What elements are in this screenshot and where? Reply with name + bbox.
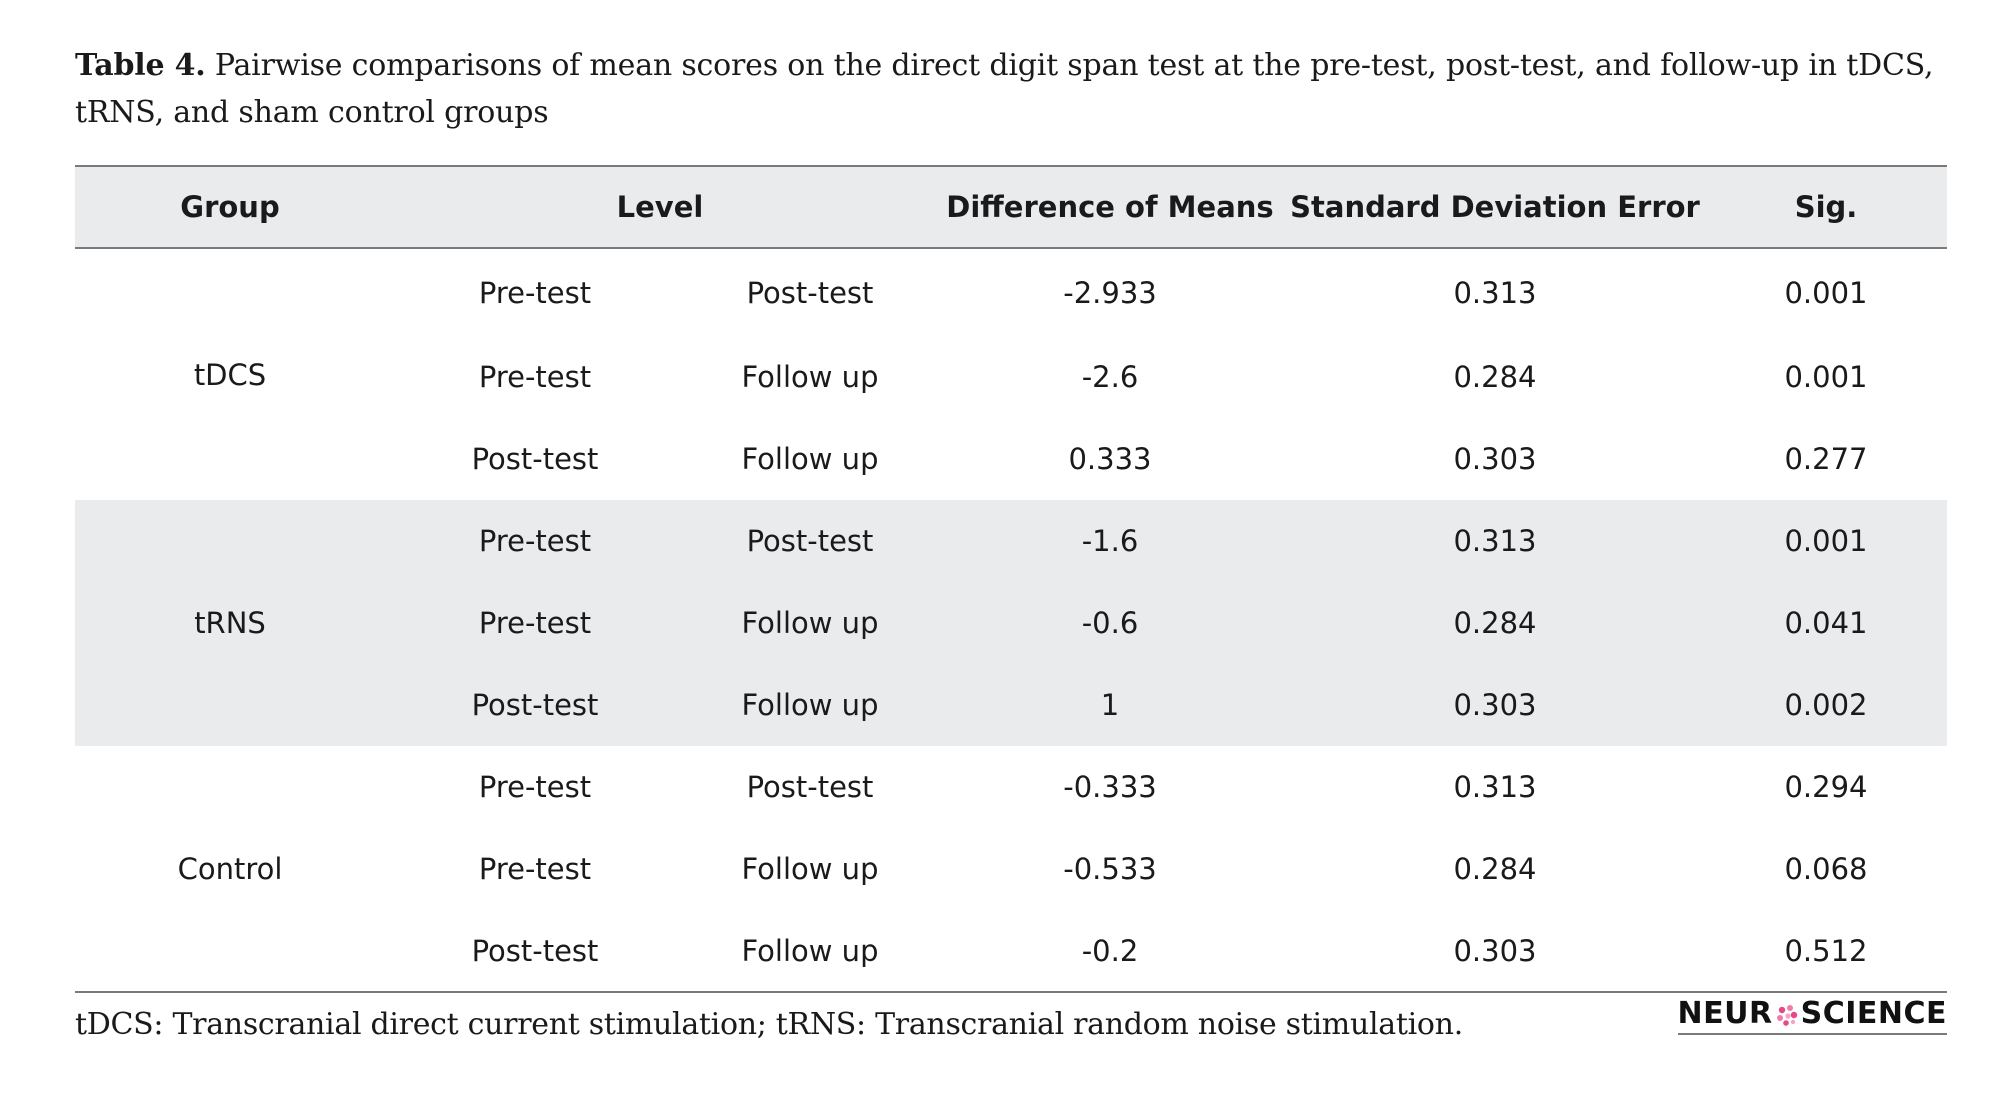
sde-value: 0.303: [1453, 933, 1537, 968]
difference-value: -0.6: [1081, 606, 1139, 640]
table-row: Control Pre-test Post-test -0.333 0.313 …: [75, 746, 1947, 886]
level-b: Follow up: [741, 442, 879, 476]
group-tdcs: tDCS Pre-test Post-test -2.933 0.313 0.0…: [75, 248, 1947, 500]
table-header: Group Level Difference of Means Standard…: [75, 166, 1947, 248]
level-b: Follow up: [741, 688, 879, 722]
difference-value: -0.333: [1063, 770, 1157, 804]
level-a: Pre-test: [478, 606, 592, 640]
table-row: tDCS Pre-test Post-test -2.933 0.313 0.0…: [75, 248, 1947, 392]
difference-value: 0.333: [1068, 442, 1152, 476]
level-a: Pre-test: [478, 524, 592, 558]
logo-text-left: NEUR: [1677, 996, 1773, 1031]
header-row: Group Level Difference of Means Standard…: [75, 166, 1947, 248]
caption-label: Table 4.: [75, 48, 206, 83]
sde-value: 0.303: [1453, 442, 1537, 476]
difference-value: -1.6: [1081, 524, 1139, 558]
sde-value: 0.313: [1453, 524, 1537, 558]
journal-logo: NEUR SCIENCE: [1677, 996, 1947, 1035]
table-caption: Table 4. Pairwise comparisons of mean sc…: [75, 42, 1947, 136]
pairwise-comparison-table: Group Level Difference of Means Standard…: [75, 165, 1947, 993]
sde-value: 0.303: [1453, 688, 1537, 722]
difference-value: -0.2: [1081, 933, 1139, 968]
level-b: Post-test: [746, 770, 874, 804]
header-group: Group: [180, 190, 280, 224]
header-sde: Standard Deviation Error: [1290, 190, 1700, 224]
table-row: Post-test Follow up 0.333 0.303 0.277: [75, 418, 1947, 500]
level-b: Follow up: [741, 360, 879, 394]
group-name: tDCS: [193, 357, 267, 392]
table-row: Pre-test Follow up -2.6 0.284 0.001: [75, 336, 1947, 418]
level-a: Pre-test: [478, 275, 592, 310]
caption-text: Pairwise comparisons of mean scores on t…: [75, 48, 1934, 130]
header-difference: Difference of Means: [946, 190, 1274, 224]
table-footnote: tDCS: Transcranial direct current stimul…: [75, 1007, 1463, 1042]
group-name: Control: [177, 851, 283, 886]
sde-value: 0.313: [1453, 770, 1537, 804]
logo-text-right: SCIENCE: [1800, 996, 1947, 1031]
level-a: Post-test: [471, 688, 599, 722]
results-table-container: Group Level Difference of Means Standard…: [75, 165, 1947, 993]
sig-value: 0.277: [1784, 442, 1868, 476]
table-row: Pre-test Follow up -0.6 0.284 0.041: [75, 582, 1947, 664]
table-row: Pre-test Follow up -0.533 0.284 0.068: [75, 828, 1947, 910]
level-a: Post-test: [471, 933, 599, 968]
level-b: Follow up: [741, 933, 879, 968]
sde-value: 0.313: [1453, 275, 1537, 310]
level-b: Follow up: [741, 606, 879, 640]
header-level: Level: [616, 190, 704, 224]
sde-value: 0.284: [1453, 360, 1537, 394]
header-sig: Sig.: [1794, 190, 1858, 224]
sig-value: 0.512: [1784, 933, 1868, 968]
sig-value: 0.294: [1784, 770, 1868, 804]
level-b: Follow up: [741, 852, 879, 886]
sig-value: 0.001: [1784, 360, 1868, 394]
sig-value: 0.002: [1784, 688, 1868, 722]
table-row: Post-test Follow up 1 0.303 0.002: [75, 664, 1947, 746]
level-a: Post-test: [471, 442, 599, 476]
level-b: Post-test: [746, 275, 874, 310]
sig-value: 0.001: [1784, 524, 1868, 558]
difference-value: -0.533: [1063, 852, 1157, 886]
group-control: Control Pre-test Post-test -0.333 0.313 …: [75, 746, 1947, 992]
sde-value: 0.284: [1453, 606, 1537, 640]
difference-value: -2.6: [1081, 360, 1139, 394]
table-row: Post-test Follow up -0.2 0.303 0.512: [75, 910, 1947, 992]
difference-value: -2.933: [1063, 275, 1157, 310]
group-trns: tRNS Pre-test Post-test -1.6 0.313 0.001…: [75, 500, 1947, 746]
sde-value: 0.284: [1453, 852, 1537, 886]
level-a: Pre-test: [478, 852, 592, 886]
brain-icon: [1774, 1001, 1800, 1027]
level-b: Post-test: [746, 524, 874, 558]
sig-value: 0.041: [1784, 606, 1868, 640]
level-a: Pre-test: [478, 770, 592, 804]
difference-value: 1: [1100, 688, 1120, 722]
table-row: tRNS Pre-test Post-test -1.6 0.313 0.001: [75, 500, 1947, 640]
level-a: Pre-test: [478, 360, 592, 394]
sig-value: 0.068: [1784, 852, 1868, 886]
group-name: tRNS: [194, 606, 266, 640]
sig-value: 0.001: [1784, 275, 1868, 310]
